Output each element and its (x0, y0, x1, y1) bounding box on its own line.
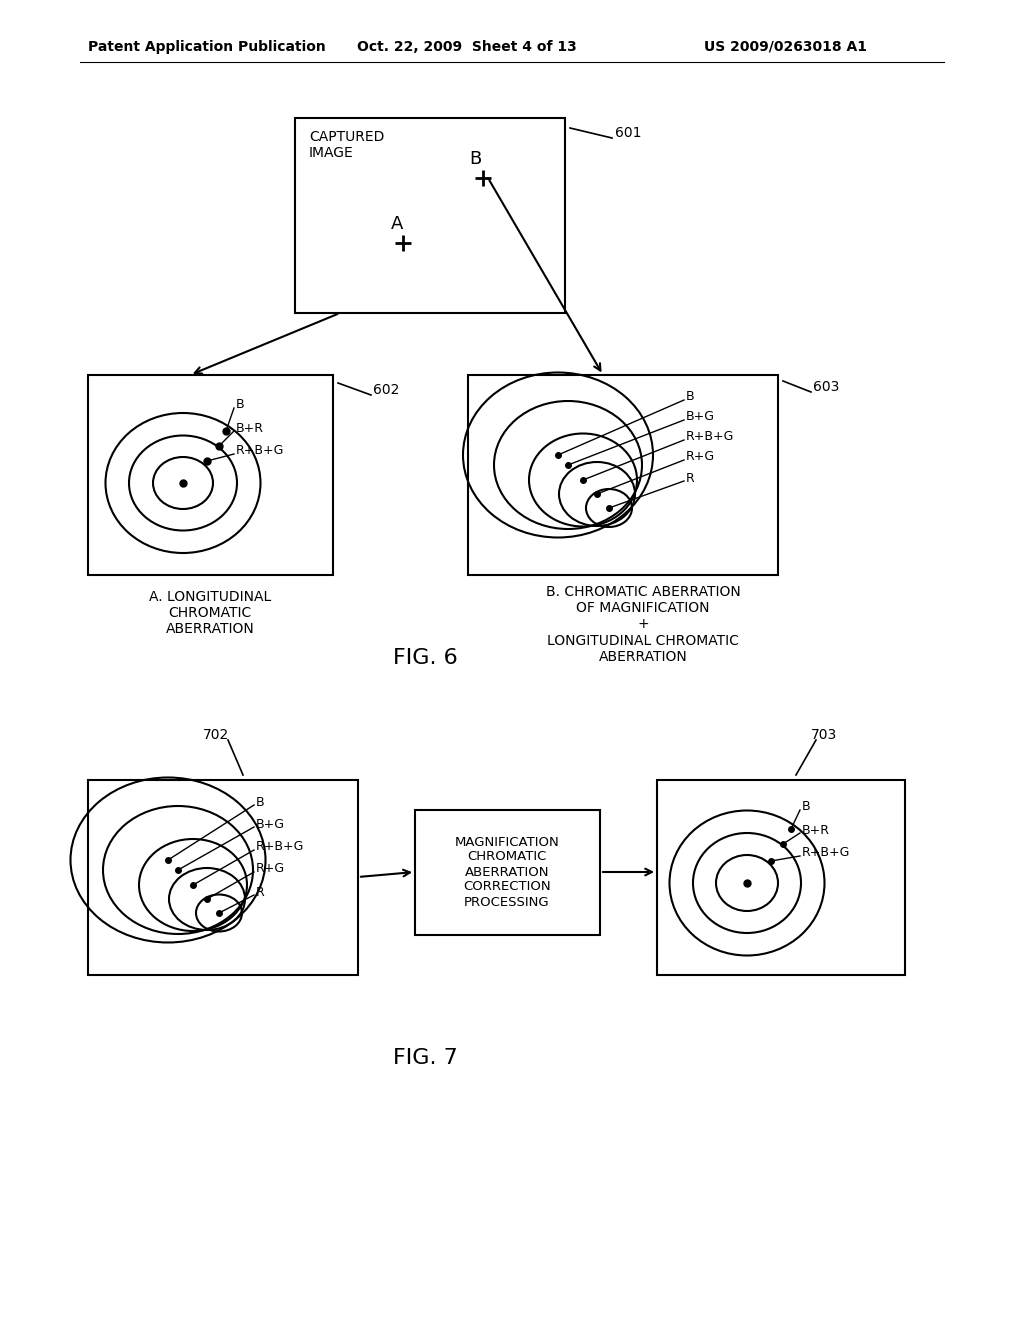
Text: A. LONGITUDINAL
CHROMATIC
ABERRATION: A. LONGITUDINAL CHROMATIC ABERRATION (148, 590, 271, 636)
Bar (415, 810, 600, 935)
Text: R+B+G: R+B+G (802, 846, 850, 859)
Text: B: B (469, 150, 481, 168)
Text: Patent Application Publication: Patent Application Publication (88, 40, 326, 54)
Text: R: R (256, 886, 265, 899)
Bar (88, 375, 333, 576)
Text: R+B+G: R+B+G (256, 841, 304, 854)
Text: MAGNIFICATION
CHROMATIC
ABERRATION
CORRECTION
PROCESSING: MAGNIFICATION CHROMATIC ABERRATION CORRE… (455, 836, 559, 908)
Text: CAPTURED
IMAGE: CAPTURED IMAGE (309, 129, 384, 160)
Text: B: B (686, 391, 694, 404)
Text: B: B (256, 796, 264, 808)
Text: US 2009/0263018 A1: US 2009/0263018 A1 (703, 40, 866, 54)
Text: B+R: B+R (236, 421, 264, 434)
Text: B+R: B+R (802, 824, 830, 837)
Text: B+G: B+G (256, 817, 285, 830)
Bar (657, 780, 905, 975)
Bar (295, 117, 565, 313)
Text: R+G: R+G (256, 862, 285, 875)
Text: FIG. 7: FIG. 7 (392, 1048, 458, 1068)
Text: 602: 602 (373, 383, 399, 397)
Text: R+B+G: R+B+G (686, 430, 734, 444)
Text: R+B+G: R+B+G (236, 445, 285, 458)
Text: B: B (236, 399, 245, 412)
Bar (88, 780, 358, 975)
Text: R+G: R+G (686, 450, 715, 463)
Text: B. CHROMATIC ABERRATION
OF MAGNIFICATION
+
LONGITUDINAL CHROMATIC
ABERRATION: B. CHROMATIC ABERRATION OF MAGNIFICATION… (546, 585, 740, 664)
Text: A: A (391, 215, 403, 234)
Text: 702: 702 (203, 729, 229, 742)
Text: B+G: B+G (686, 411, 715, 424)
Text: B: B (802, 800, 811, 813)
Text: R: R (686, 471, 694, 484)
Bar (468, 375, 778, 576)
Text: 603: 603 (813, 380, 840, 393)
Text: 703: 703 (811, 729, 838, 742)
Text: 601: 601 (615, 125, 641, 140)
Text: Oct. 22, 2009  Sheet 4 of 13: Oct. 22, 2009 Sheet 4 of 13 (357, 40, 577, 54)
Text: FIG. 6: FIG. 6 (392, 648, 458, 668)
